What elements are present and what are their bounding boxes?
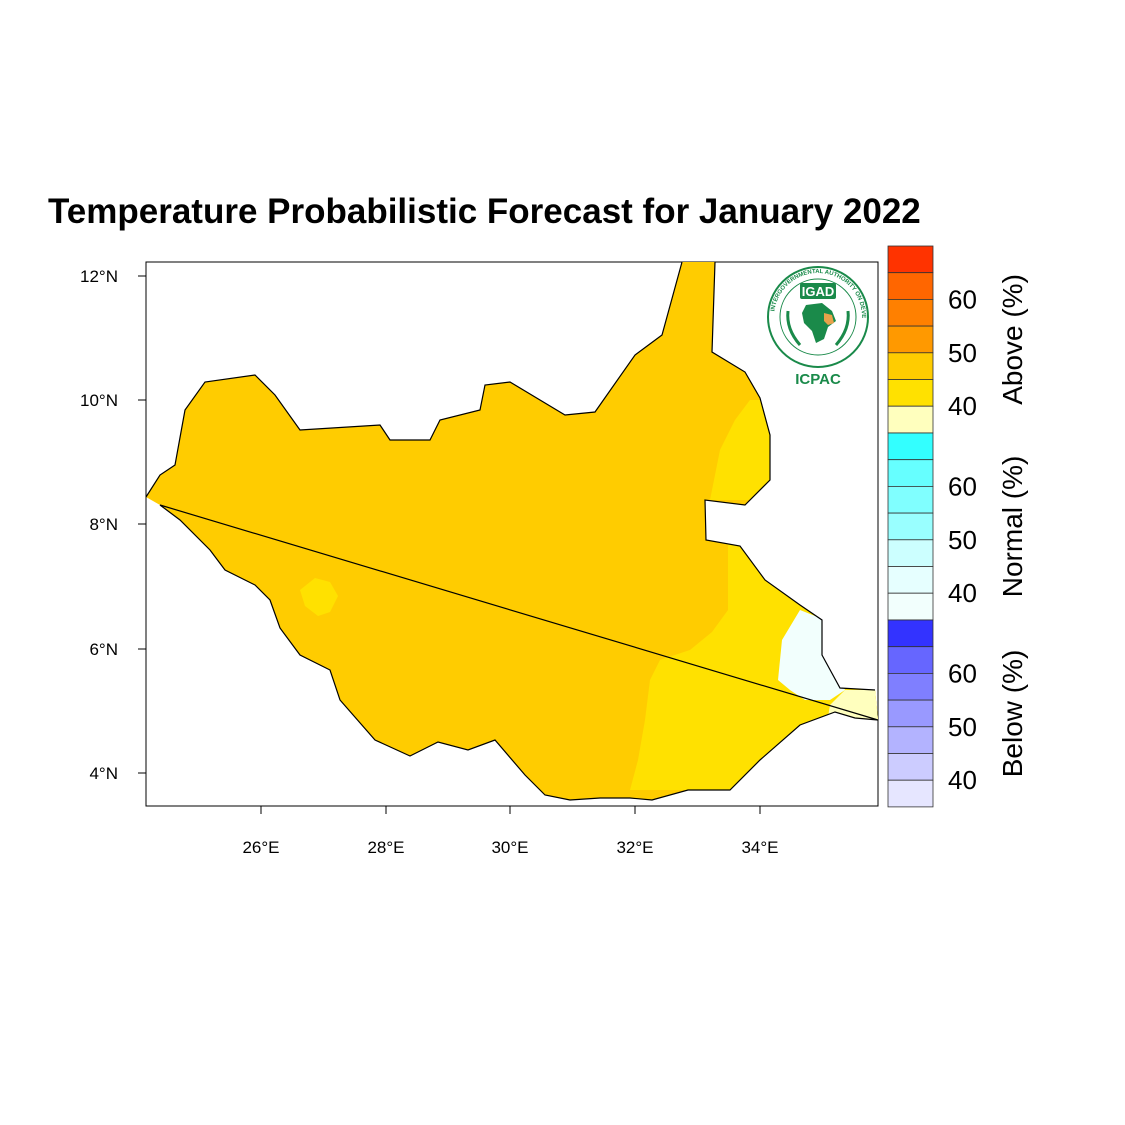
lat-tick-label: 12°N: [80, 267, 118, 286]
colorbar-box: [887, 352, 934, 380]
colorbar-box: [887, 619, 934, 648]
igad-logo: INTERGOVERNMENTAL AUTHORITY ON DEVELOPME…: [767, 266, 869, 368]
colorbar-box: [887, 272, 934, 300]
colorbar-box: [887, 325, 934, 354]
colorbar-label: 50: [948, 525, 977, 555]
colorbar-box: [887, 245, 934, 274]
lat-tick-label: 6°N: [89, 640, 118, 659]
colorbar-box: [887, 592, 934, 621]
colorbar-box: [887, 726, 934, 754]
colorbar-box: [887, 485, 934, 514]
colorbar-label: 40: [948, 391, 977, 421]
colorbar-label: 40: [948, 578, 977, 608]
colorbar-box: [887, 405, 934, 434]
colorbar-box: [887, 512, 934, 541]
colorbar-label: 60: [948, 284, 977, 314]
lat-tick-label: 4°N: [89, 764, 118, 783]
lat-tick-label: 8°N: [89, 515, 118, 534]
colorbar-box: [887, 566, 934, 594]
colorbar-box: [887, 379, 934, 407]
region-above-40-ne: [710, 400, 775, 500]
colorbar-box: [887, 646, 934, 674]
colorbar-label: 40: [948, 765, 977, 795]
colorbar-box: [887, 753, 934, 781]
lon-tick-label: 32°E: [616, 838, 653, 857]
colorbar-label: 60: [948, 471, 977, 501]
colorbar-label: 60: [948, 658, 977, 688]
colorbar-box: [887, 673, 934, 701]
lat-tick-label: 10°N: [80, 391, 118, 410]
colorbar-box: [887, 539, 934, 567]
lon-tick-label: 28°E: [367, 838, 404, 857]
region-normal: [778, 610, 845, 700]
country-border: [145, 261, 879, 801]
colorbar-category-title: Above (%): [997, 274, 1028, 405]
lon-tick-label: 26°E: [242, 838, 279, 857]
colorbar-box: [887, 298, 934, 327]
lon-tick-label: 30°E: [491, 838, 528, 857]
colorbar-box: [887, 459, 934, 487]
logo-igad-text: IGAD: [802, 284, 835, 299]
colorbar-category-title: Normal (%): [997, 456, 1028, 598]
colorbar-label: 50: [948, 712, 977, 742]
lon-tick-label: 34°E: [741, 838, 778, 857]
map-title: Temperature Probabilistic Forecast for J…: [48, 192, 921, 231]
colorbar-label: 50: [948, 338, 977, 368]
colorbar-box: [887, 779, 934, 808]
colorbar-box: [887, 432, 934, 461]
colorbar-box: [887, 699, 934, 728]
lat-axis: 12°N 10°N 8°N 6°N 4°N: [80, 267, 146, 783]
colorbar-category-title: Below (%): [997, 650, 1028, 778]
logo-icpac-text: ICPAC: [795, 371, 841, 388]
colorbar: 60 50 40 Above (%) 60 50 40 Normal (%) 60 50 40 Bel…: [887, 245, 1028, 808]
region-above-40-west: [300, 578, 338, 616]
lon-axis: 26°E 28°E 30°E 32°E 34°E: [242, 806, 779, 857]
